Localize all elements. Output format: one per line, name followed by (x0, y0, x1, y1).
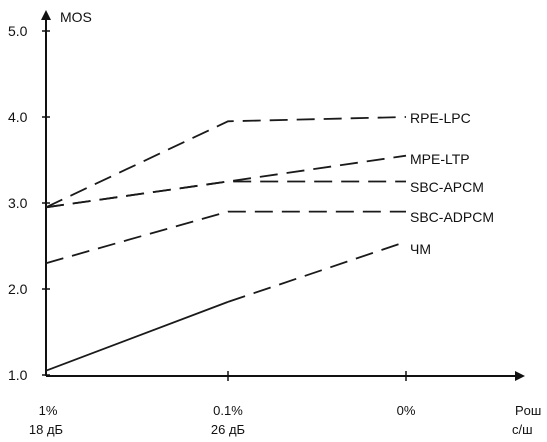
x-tick-label-bottom: 18 дБ (29, 422, 63, 437)
axes: MOS Pош с/ш (41, 9, 541, 437)
x-axis-unit-label-top: Pош (515, 403, 541, 418)
x-tick-label-top: 0.1% (213, 403, 243, 418)
x-tick-label-top: 0% (397, 403, 416, 418)
x-tick-label-top: 1% (39, 403, 58, 418)
series-layer (45, 116, 407, 372)
x-axis-unit-label-bottom: с/ш (512, 422, 533, 437)
series-line-sbc-apcm (45, 180, 406, 209)
y-axis-label: MOS (60, 9, 92, 25)
y-tick-label: 4.0 (8, 109, 28, 125)
series-line-chm-segment-dashed (227, 240, 407, 303)
series-line-sbc-adpcm (45, 210, 406, 265)
x-axis-unit-label: Pош с/ш (512, 403, 541, 437)
y-tick-label: 1.0 (8, 367, 28, 383)
y-tick-label: 5.0 (8, 23, 28, 39)
series-label: ЧМ (410, 241, 431, 257)
y-ticks: 1.0 2.0 3.0 4.0 5.0 (8, 23, 50, 383)
x-tick-label-bottom: 26 дБ (211, 422, 245, 437)
series-label: SBC-ADPCM (410, 209, 494, 225)
series-line-chm-segment-solid (45, 301, 229, 372)
series-label: MPE-LTP (410, 151, 470, 167)
series-line-rpe-lpc (45, 116, 407, 209)
y-tick-label: 3.0 (8, 195, 28, 211)
series-label: SBC-APCM (410, 179, 484, 195)
y-tick-label: 2.0 (8, 281, 28, 297)
series-label: RPE-LPC (410, 110, 471, 126)
x-ticks: 1% 18 дБ 0.1% 26 дБ 0% (29, 371, 416, 437)
series-labels: RPE-LPC MPE-LTP SBC-APCM SBC-ADPCM ЧМ (410, 110, 494, 257)
